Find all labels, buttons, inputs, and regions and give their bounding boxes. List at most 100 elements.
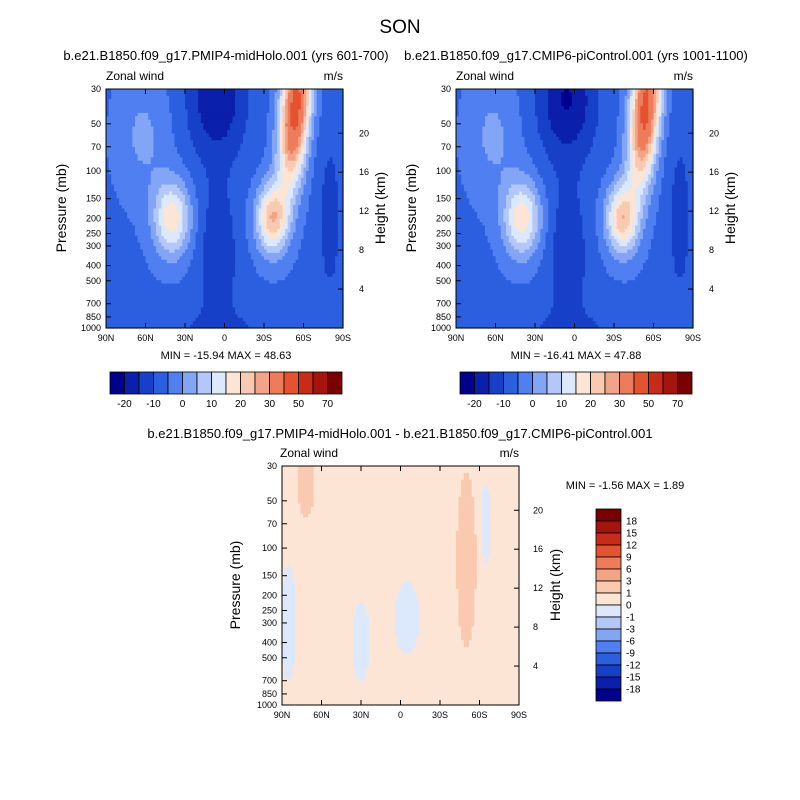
x-tick-label: 90S xyxy=(511,710,527,720)
colorbar-box xyxy=(595,568,622,582)
panel-difference-plot: 90N 60N 30N 0 30S 60S 90S 30 50 70 100 150 200 250 300… xyxy=(257,461,543,720)
x-tick-label: 60N xyxy=(487,333,504,343)
colorbar-box xyxy=(595,532,622,546)
y-tick-label: 1000 xyxy=(81,323,101,333)
colorbar-label: -20 xyxy=(117,399,132,410)
height-tick-label: 20 xyxy=(709,128,719,138)
colorbar-box xyxy=(459,371,475,395)
height-tick-label: 16 xyxy=(533,544,543,554)
colorbar-label: 30 xyxy=(264,399,276,410)
field-cells xyxy=(106,89,344,329)
colorbar-box xyxy=(327,371,343,395)
colorbar-box xyxy=(225,371,241,395)
colorbar-box xyxy=(196,371,212,395)
colorbar-label: 0 xyxy=(530,399,536,410)
colorbar-label: 0 xyxy=(180,399,186,410)
colorbar-label: 3 xyxy=(626,577,632,588)
panel-picontrol-title: b.e21.B1850.f09_g17.CMIP6-piControl.001 … xyxy=(404,48,748,63)
colorbar-box xyxy=(648,371,664,395)
panel-midholo-ylabel-right: Height (km) xyxy=(372,172,388,244)
colorbar-label: 50 xyxy=(293,399,305,410)
height-tick-label: 8 xyxy=(709,245,714,255)
x-tick-label: 60S xyxy=(645,333,661,343)
colorbar-box xyxy=(575,371,591,395)
panel-midholo-stats: MIN = -15.94 MAX = 48.63 xyxy=(161,350,292,362)
panel-picontrol-units-label: m/s xyxy=(674,69,693,83)
colorbar-label: 6 xyxy=(626,565,632,576)
colorbar-box xyxy=(595,520,622,534)
y-tick-label: 150 xyxy=(86,194,101,204)
y-tick-label: 70 xyxy=(91,142,101,152)
y-tick-label: 700 xyxy=(436,299,451,309)
y-tick-label: 50 xyxy=(267,496,277,506)
colorbar-box xyxy=(298,371,314,395)
y-tick-label: 850 xyxy=(86,312,101,322)
y-tick-label: 400 xyxy=(436,261,451,271)
y-tick-label: 100 xyxy=(86,166,101,176)
height-tick-label: 8 xyxy=(359,245,364,255)
x-tick-label: 30S xyxy=(256,333,272,343)
y-tick-label: 30 xyxy=(91,84,101,94)
x-tick-label: 90S xyxy=(685,333,701,343)
colorbar-box xyxy=(488,371,504,395)
colorbar-box xyxy=(138,371,154,395)
height-tick-label: 4 xyxy=(359,284,364,294)
colorbar-box xyxy=(595,688,622,702)
colorbar-label: 15 xyxy=(626,529,638,540)
x-tick-label: 30S xyxy=(606,333,622,343)
colorbar-box xyxy=(503,371,519,395)
colorbar-label: -20 xyxy=(467,399,482,410)
height-tick-label: 8 xyxy=(533,622,538,632)
colorbar-box xyxy=(283,371,299,395)
y-tick-label: 100 xyxy=(436,166,451,176)
colorbar-box xyxy=(269,371,285,395)
height-tick-label: 12 xyxy=(359,206,369,216)
y-tick-label: 100 xyxy=(262,543,277,553)
y-tick-label: 150 xyxy=(262,571,277,581)
colorbar-box xyxy=(595,544,622,558)
x-tick-label: 60S xyxy=(471,710,487,720)
colorbar-box xyxy=(474,371,490,395)
colorbar-box xyxy=(517,371,533,395)
colorbar-box xyxy=(167,371,183,395)
y-tick-label: 50 xyxy=(441,119,451,129)
colorbar-label: 1 xyxy=(626,589,632,600)
panel-difference-stats: MIN = -1.56 MAX = 1.89 xyxy=(566,480,685,492)
y-tick-label: 30 xyxy=(267,461,277,471)
panel-midholo-units-label: m/s xyxy=(324,69,343,83)
panel-difference-units-label: m/s xyxy=(500,446,519,460)
colorbar-label: 0 xyxy=(626,601,632,612)
y-tick-label: 70 xyxy=(441,142,451,152)
y-tick-label: 700 xyxy=(86,299,101,309)
colorbar-box xyxy=(240,371,256,395)
y-tick-label: 400 xyxy=(262,638,277,648)
colorbar-label: 20 xyxy=(235,399,247,410)
colorbar-box xyxy=(677,371,693,395)
y-tick-label: 500 xyxy=(86,276,101,286)
colorbar-label: -15 xyxy=(626,673,641,684)
colorbar-box xyxy=(124,371,140,395)
colorbar-box xyxy=(662,371,678,395)
x-tick-label: 90N xyxy=(98,333,115,343)
y-tick-label: 30 xyxy=(441,84,451,94)
colorbar-label: 70 xyxy=(322,399,334,410)
figure-suptitle: SON xyxy=(379,17,420,38)
colorbar-label: 12 xyxy=(626,541,638,552)
panel-midholo-left-label: Zonal wind xyxy=(106,69,164,83)
y-tick-label: 250 xyxy=(86,229,101,239)
colorbar-box xyxy=(561,371,577,395)
colorbar-label: 30 xyxy=(614,399,626,410)
y-tick-label: 150 xyxy=(436,194,451,204)
x-tick-label: 60N xyxy=(313,710,330,720)
y-tick-label: 300 xyxy=(86,241,101,251)
colorbar-box xyxy=(532,371,548,395)
y-tick-label: 50 xyxy=(91,119,101,129)
y-tick-label: 500 xyxy=(436,276,451,286)
y-tick-label: 200 xyxy=(86,213,101,223)
x-tick-label: 0 xyxy=(222,333,227,343)
colorbar-label: 10 xyxy=(206,399,218,410)
y-tick-label: 70 xyxy=(267,519,277,529)
y-tick-label: 200 xyxy=(262,590,277,600)
